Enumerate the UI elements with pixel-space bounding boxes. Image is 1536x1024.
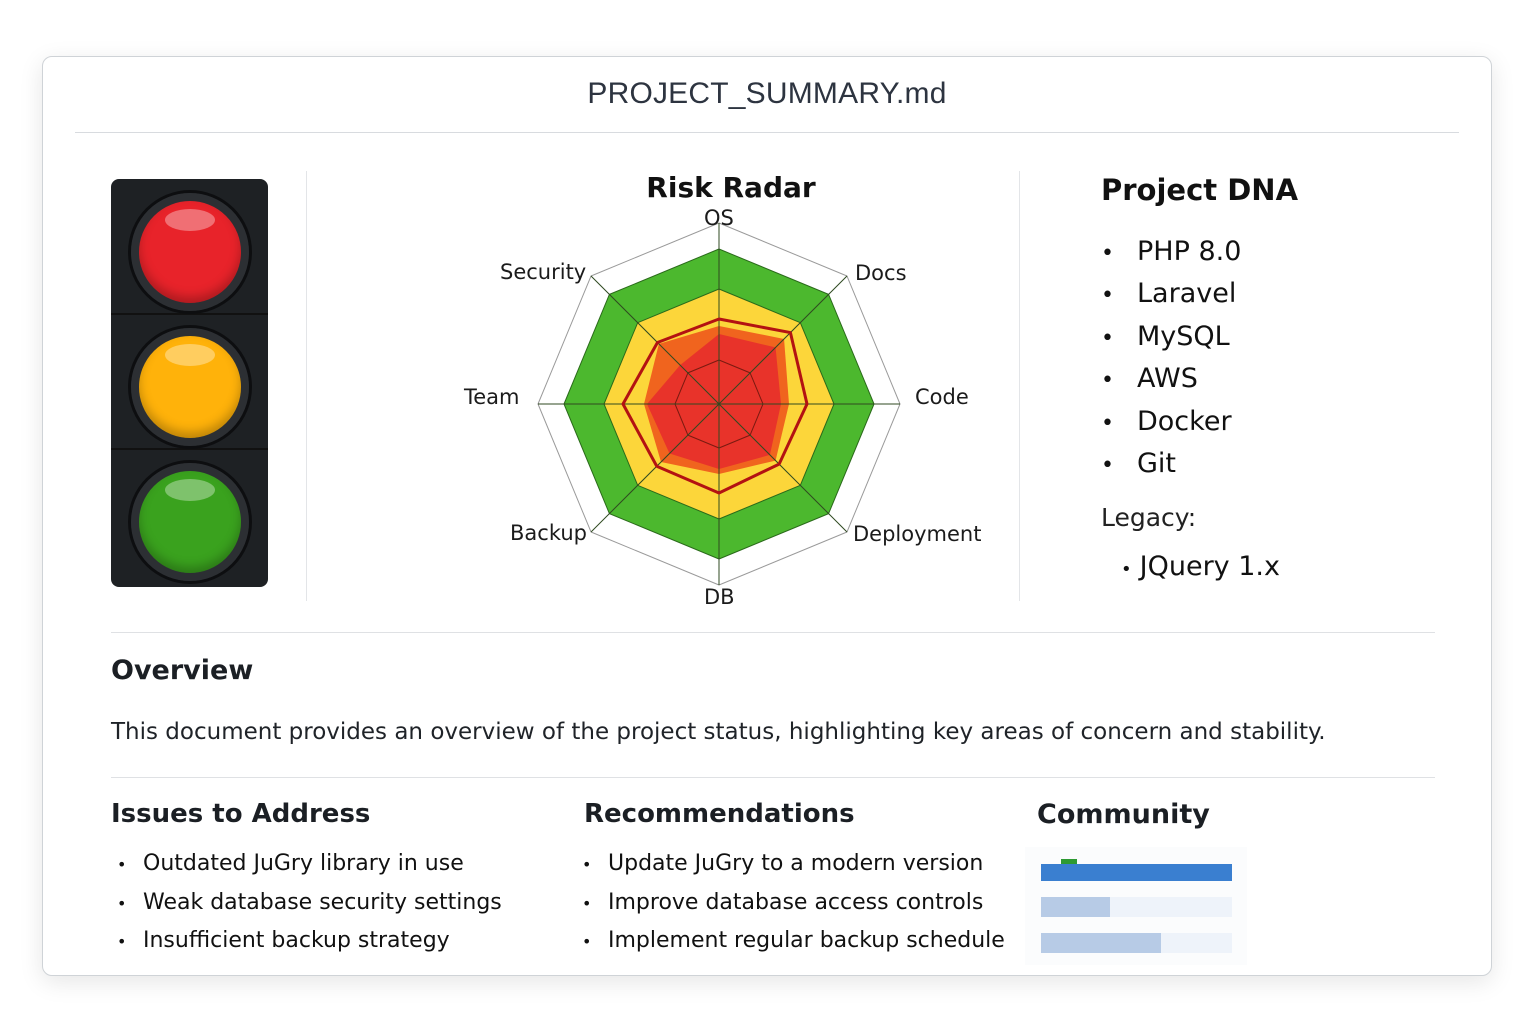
axis-label-deployment: Deployment [853, 522, 982, 546]
community-chart [1025, 847, 1247, 965]
dna-item: • Docker [1101, 405, 1232, 437]
axis-label-team: Team [464, 385, 520, 409]
recommendation-item: • Update JuGry to a modern version [582, 851, 984, 876]
section-divider [111, 777, 1435, 778]
community-marker-icon [1061, 859, 1077, 865]
document-title: PROJECT_SUMMARY.md [587, 77, 947, 110]
traffic-light-cell-red [111, 179, 268, 315]
issues-list: • Outdated JuGry library in use • Weak dat… [111, 845, 502, 961]
green-light-icon [131, 463, 249, 581]
column-divider [1019, 171, 1020, 601]
recommendations-list: • Update JuGry to a modern version • Impro… [576, 845, 1005, 961]
dna-heading: Project DNA [1101, 173, 1299, 207]
axis-label-docs: Docs [855, 261, 907, 285]
overview-heading: Overview [111, 655, 254, 686]
community-bar [1041, 864, 1232, 881]
title-divider [75, 132, 1459, 133]
issue-item: • Outdated JuGry library in use [117, 851, 464, 876]
chart-title: Risk Radar [646, 171, 816, 204]
red-light-icon [131, 193, 249, 311]
axis-label-backup: Backup [510, 521, 587, 545]
axis-label-security: Security [500, 260, 587, 284]
axis-label-db: DB [704, 585, 735, 609]
traffic-light-cell-amber [111, 314, 268, 450]
overview-text: This document provides an overview of th… [111, 719, 1326, 745]
dna-item: • Git [1101, 447, 1177, 479]
dna-item: • AWS [1101, 363, 1198, 395]
recommendations-heading: Recommendations [584, 799, 855, 829]
issue-item: • Insufficient backup strategy [117, 928, 450, 953]
community-heading: Community [1037, 799, 1210, 830]
issues-heading: Issues to Address [111, 799, 371, 829]
issue-item: • Weak database security settings [117, 889, 502, 915]
section-divider [111, 632, 1435, 633]
amber-light-icon [131, 328, 249, 446]
axis-label-code: Code [915, 385, 969, 409]
document-card: PROJECT_SUMMARY.md Risk Radar OS Docs Co… [42, 56, 1492, 976]
axis-label-os: OS [704, 206, 734, 230]
legacy-label: Legacy: [1101, 503, 1197, 532]
legacy-item: • JQuery 1.x [1121, 551, 1280, 582]
traffic-light-cell-green [111, 449, 268, 583]
community-bar [1041, 897, 1232, 917]
dna-list: • PHP 8.0 • Laravel • MySQL • AWS • Docker • G… [1101, 231, 1241, 485]
recommendation-item: • Improve database access controls [582, 889, 984, 915]
community-bar [1041, 933, 1232, 953]
dna-item: • PHP 8.0 [1101, 236, 1242, 267]
dna-item: • Laravel [1101, 278, 1237, 310]
traffic-light [111, 179, 268, 587]
recommendation-item: • Implement regular backup schedule [582, 928, 1005, 953]
risk-radar-chart [537, 222, 901, 586]
column-divider [306, 171, 307, 601]
dna-item: • MySQL [1101, 320, 1230, 352]
